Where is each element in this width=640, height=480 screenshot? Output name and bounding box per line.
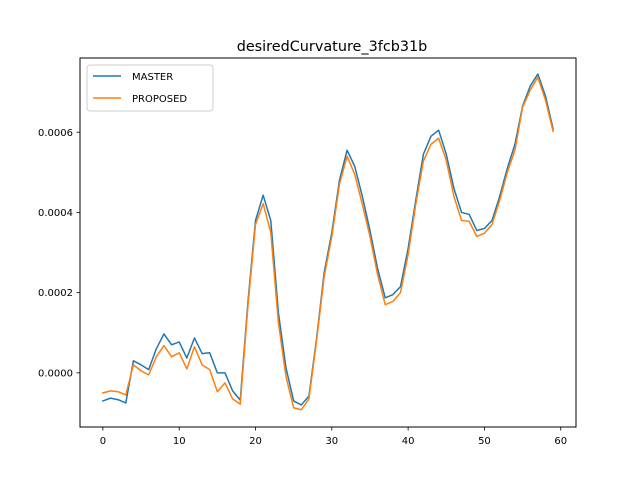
legend: MASTER PROPOSED [86, 64, 214, 112]
chart-title: desiredCurvature_3fcb31b [237, 39, 428, 55]
x-tick-label: 0 [100, 436, 106, 447]
y-tick-label: 0.0006 [38, 128, 73, 139]
legend-label-master: MASTER [132, 72, 173, 83]
y-axis: 0.0000 0.0002 0.0004 0.0006 [38, 128, 80, 379]
x-tick-label: 20 [249, 436, 262, 447]
x-tick-label: 60 [554, 436, 567, 447]
x-tick-label: 10 [173, 436, 186, 447]
y-tick-label: 0.0002 [38, 288, 73, 299]
legend-label-proposed: PROPOSED [132, 94, 187, 105]
series-line-proposed [101, 76, 555, 411]
y-tick-label: 0.0004 [38, 208, 73, 219]
plot-frame [79, 57, 577, 428]
x-tick-label: 40 [402, 436, 415, 447]
series-line-master [101, 73, 555, 406]
y-tick-label: 0.0000 [38, 368, 73, 379]
x-axis: 0 10 20 30 40 50 60 [100, 427, 567, 447]
series-layer [101, 73, 555, 411]
x-tick-label: 50 [478, 436, 491, 447]
x-tick-label: 30 [325, 436, 338, 447]
